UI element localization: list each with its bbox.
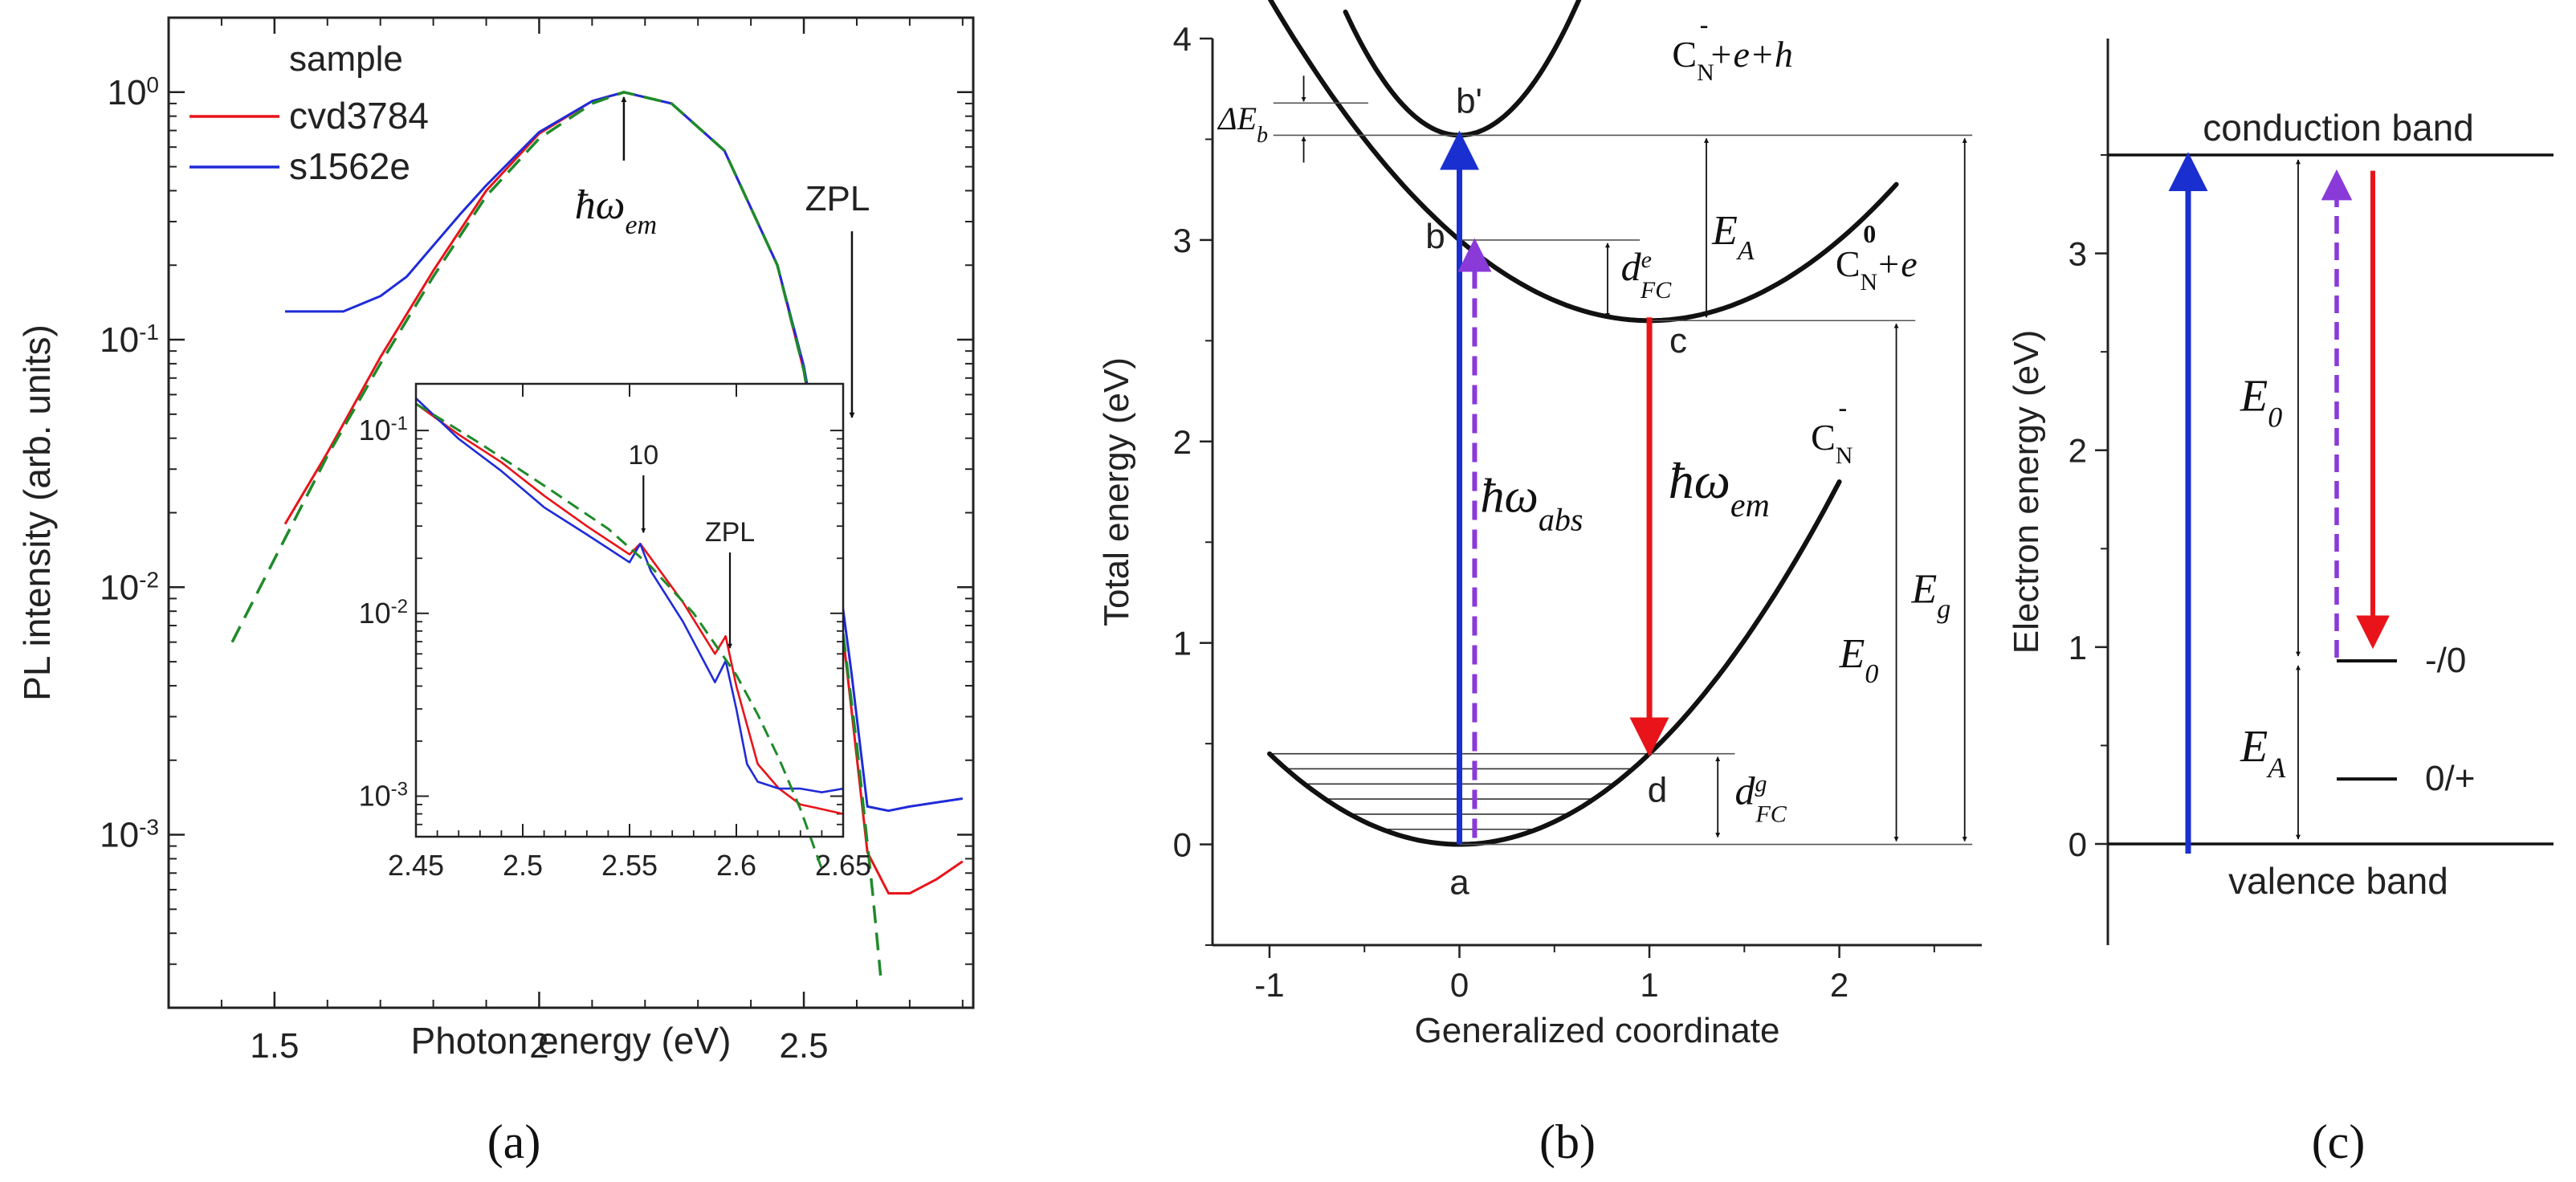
inset-x-tick-label: 2.6 [716,849,756,882]
series-model [230,91,882,976]
y-tick-label: 4 [1173,20,1192,58]
conduction-band-label: conduction band [2203,107,2474,149]
panel-c: 0 1 2 3 Electron energy (eV) conduction band v… [2007,39,2554,1168]
legend-label-cvd3784: cvd3784 [289,95,429,137]
parabola-lower [1267,479,1842,847]
inset-series-s1562e [415,397,844,794]
y-axis-label: Electron energy (eV) [2007,330,2046,654]
inset-y-tick-label: 10-1 [359,413,408,447]
point-label-c: c [1669,321,1687,361]
y-axis-label: Total energy (eV) [1097,357,1136,626]
emission-label: ħωem [1669,452,1770,524]
y-tick-label: 100 [107,71,159,112]
y-tick-label: 3 [1173,222,1192,259]
y-tick-label: 3 [2069,235,2087,273]
inset-annotation-zpl: ZPL [705,517,755,548]
inset-x-tick-label: 2.65 [815,849,871,882]
label-dfc-e: de FC [1621,244,1673,304]
y-tick-label: 10-1 [100,320,159,361]
plot-frame [167,16,975,1009]
x-tick-label: 2.5 [779,1026,828,1066]
y-tick-label: 0 [2069,825,2087,863]
legend-label-s1562e: s1562e [289,145,410,187]
x-axis-label: Generalized coordinate [1415,1011,1780,1050]
x-tick-label: 2 [1830,966,1848,1004]
x-tick-label: 2 [529,1026,548,1066]
panel-b: 0 1 2 3 4 -1 0 1 2 Generalized coordinate Total en… [1097,0,1982,1168]
label-e0-c: E0 [2240,372,2282,434]
legend-title: sample [289,39,403,79]
x-tick-label: 1.5 [250,1026,299,1066]
panel-a: 10-3 10-2 10-1 100 1.5 2 2.5 Photon energy (eV)… [16,16,975,1168]
y-axis-label: PL intensity (arb. units) [16,324,58,701]
peak-label: ħωem [575,182,657,240]
label-middle-parabola: CN0+e [1836,219,1918,296]
x-tick-label: -1 [1254,966,1284,1004]
inset-series-model [415,402,823,870]
label-delta-eb: ΔEb [1217,100,1268,148]
point-label-a: a [1449,863,1469,903]
inset-frame [414,382,845,838]
point-label-d: d [1648,771,1667,810]
inset-y-tick-label: 10-3 [359,778,408,813]
y-tick-label: 10-3 [100,814,159,855]
inset-series-cvd3784 [415,402,844,815]
y-tick-label: 0 [1173,826,1192,864]
valence-band-label: valence band [2228,860,2448,902]
y-tick-label: 1 [2069,629,2087,666]
parabola-upper [1343,0,1582,138]
parabola-middle [1267,0,1899,324]
x-tick-label: 0 [1450,966,1469,1004]
label-eg: Eg [1910,566,1950,624]
panel-label-b: (b) [1539,1115,1596,1168]
y-tick-label: 2 [1173,423,1192,461]
y-tick-label: 10-2 [100,567,159,608]
y-tick-label: 2 [2069,432,2087,470]
label-lower-parabola: CN- [1811,393,1853,469]
inset-y-tick-label: 10-2 [359,595,408,630]
panel-label-a: (a) [487,1115,541,1168]
zpl-label: ZPL [805,179,870,218]
y-tick-label: 1 [1173,625,1192,662]
label-dfc-g: dg FC [1734,768,1787,827]
x-axis-label: Photon energy (eV) [411,1020,732,1062]
inset-x-tick-label: 2.55 [601,849,658,882]
inset-x-tick-label: 2.5 [503,849,543,882]
label-ea: EA [1711,208,1755,266]
level-minus-zero-label: -/0 [2425,641,2466,680]
level-zero-plus-label: 0/+ [2425,759,2475,798]
label-ea-c: EA [2240,722,2286,784]
point-label-b: b [1425,217,1445,256]
label-upper-parabola: CN-+e+h [1672,10,1793,86]
x-tick-label: 1 [1640,966,1658,1004]
label-e0: E0 [1839,631,1879,689]
absorption-label: ħωabs [1481,470,1584,538]
inset-x-tick-label: 2.45 [388,849,444,882]
point-label-bprime: b' [1456,81,1482,120]
inset-annotation-10: 10 [628,440,658,471]
panel-label-c: (c) [2312,1115,2366,1168]
